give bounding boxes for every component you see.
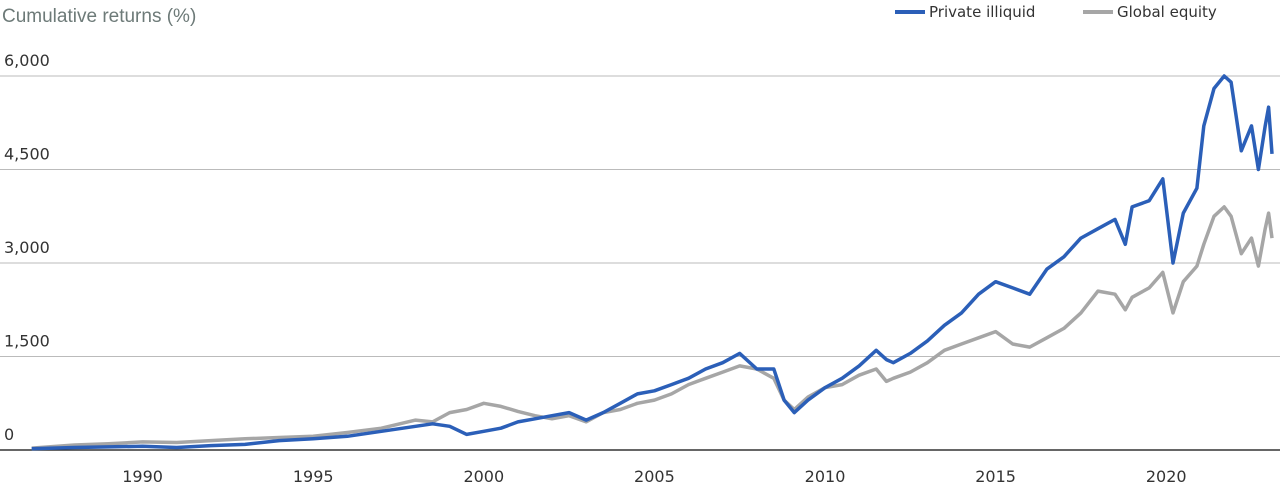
y-tick-label: 3,000 [4, 238, 50, 257]
y-tick-label: 0 [4, 425, 14, 444]
series-line [31, 205, 1274, 450]
chart-title: Cumulative returns (%) [2, 6, 196, 27]
legend-label: Private illiquid [929, 3, 1035, 21]
y-tick-label: 1,500 [4, 332, 50, 351]
x-tick-label: 2020 [1146, 467, 1187, 486]
x-tick-label: 2005 [634, 467, 675, 486]
x-tick-label: 2000 [463, 467, 504, 486]
legend-label: Global equity [1117, 3, 1217, 21]
x-tick-label: 1990 [122, 467, 163, 486]
y-tick-label: 4,500 [4, 145, 50, 164]
x-tick-label: 2015 [975, 467, 1016, 486]
y-tick-label: 6,000 [4, 51, 50, 70]
series-line [31, 74, 1274, 451]
x-tick-label: 1995 [293, 467, 334, 486]
x-tick-label: 2010 [805, 467, 846, 486]
